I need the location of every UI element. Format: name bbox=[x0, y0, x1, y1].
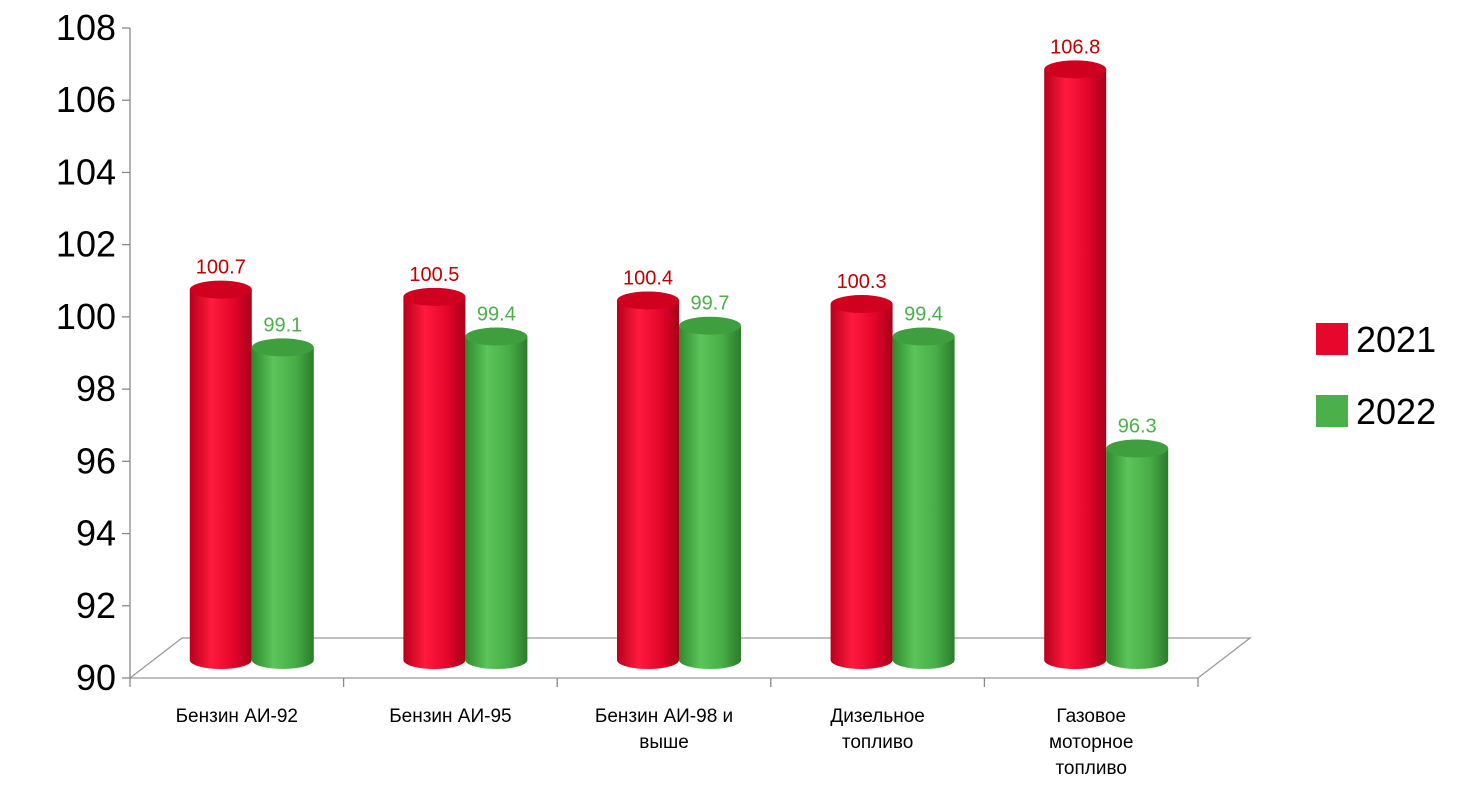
bar-body bbox=[465, 336, 528, 670]
bar-2021-2 bbox=[617, 291, 679, 669]
y-tick-label: 102 bbox=[56, 224, 116, 265]
bar-2022-4 bbox=[1106, 439, 1169, 669]
bar-cap bbox=[189, 280, 252, 299]
legend-swatch-2021 bbox=[1316, 323, 1348, 355]
category-label: Бензин АИ-92 bbox=[176, 706, 298, 727]
y-tick-label: 94 bbox=[76, 513, 116, 554]
y-tick-label: 90 bbox=[76, 657, 116, 698]
bar-cap bbox=[403, 287, 466, 306]
bar-2022-1 bbox=[465, 327, 528, 670]
chart-floor bbox=[128, 637, 1252, 679]
y-tick-label: 104 bbox=[56, 151, 116, 192]
data-label-2021: 100.5 bbox=[409, 264, 459, 286]
y-tick-label: 96 bbox=[76, 440, 116, 481]
data-label-2022: 99.4 bbox=[904, 304, 943, 326]
y-tick-label: 98 bbox=[76, 368, 116, 409]
bar-2022-3 bbox=[892, 327, 955, 669]
bar-cap bbox=[617, 291, 679, 310]
data-label-2021: 100.4 bbox=[623, 267, 673, 289]
y-tick-label: 106 bbox=[56, 79, 116, 120]
y-axis-ticks: 90 92 94 96 98 100 102 104 106 108 bbox=[56, 7, 130, 698]
bars bbox=[189, 60, 1169, 670]
bar-body bbox=[892, 336, 955, 669]
bar-cap bbox=[465, 327, 528, 346]
bar-cap bbox=[1044, 60, 1107, 79]
data-label-2022: 96.3 bbox=[1118, 416, 1157, 438]
bar-cap bbox=[830, 295, 893, 314]
bar-body bbox=[617, 300, 679, 669]
bar-body bbox=[251, 347, 314, 669]
bar-cap bbox=[251, 338, 314, 357]
data-label-2022: 99.4 bbox=[477, 304, 516, 326]
bar-2021-4 bbox=[1044, 60, 1107, 670]
bar-cap bbox=[679, 316, 741, 335]
bar-body bbox=[679, 325, 741, 669]
bar-body bbox=[403, 296, 466, 669]
bar-cap bbox=[892, 327, 955, 346]
y-tick-label: 100 bbox=[56, 296, 116, 337]
bar-body bbox=[189, 289, 252, 669]
category-labels: Бензин АИ-92 Бензин АИ-95 Бензин АИ-98 и вы… bbox=[176, 706, 1134, 779]
category-label: Бензин АИ-98 и выше bbox=[595, 706, 733, 753]
x-axis-ticks bbox=[129, 678, 1199, 687]
bar-2021-0 bbox=[189, 280, 252, 669]
y-tick-label: 108 bbox=[56, 7, 116, 48]
category-label: Газовое моторное топливо bbox=[1049, 706, 1133, 779]
y-tick-label: 92 bbox=[76, 585, 116, 626]
legend-swatch-2022 bbox=[1316, 395, 1348, 427]
category-label: Дизельное топливо bbox=[830, 706, 925, 753]
data-label-2021: 100.7 bbox=[196, 257, 246, 279]
data-labels: 100.7 99.1 100.5 99.4 100.4 99.7 100.3 99.4 106.… bbox=[196, 36, 1157, 437]
data-label-2021: 106.8 bbox=[1050, 36, 1100, 58]
data-label-2021: 100.3 bbox=[837, 271, 887, 293]
bar-2022-0 bbox=[251, 338, 314, 669]
bar-cap bbox=[1106, 439, 1169, 458]
bar-2021-1 bbox=[403, 287, 466, 669]
legend-label-2022: 2022 bbox=[1356, 391, 1436, 432]
bar-body bbox=[830, 304, 893, 669]
legend: 2021 2022 bbox=[1316, 319, 1436, 432]
bar-2021-3 bbox=[830, 295, 893, 669]
data-label-2022: 99.7 bbox=[691, 293, 730, 315]
category-label: Бензин АИ-95 bbox=[389, 706, 511, 727]
bar-2022-2 bbox=[679, 316, 741, 669]
bar-body bbox=[1044, 69, 1107, 670]
legend-label-2021: 2021 bbox=[1356, 319, 1436, 360]
data-label-2022: 99.1 bbox=[263, 314, 302, 336]
bar-body bbox=[1106, 448, 1169, 669]
